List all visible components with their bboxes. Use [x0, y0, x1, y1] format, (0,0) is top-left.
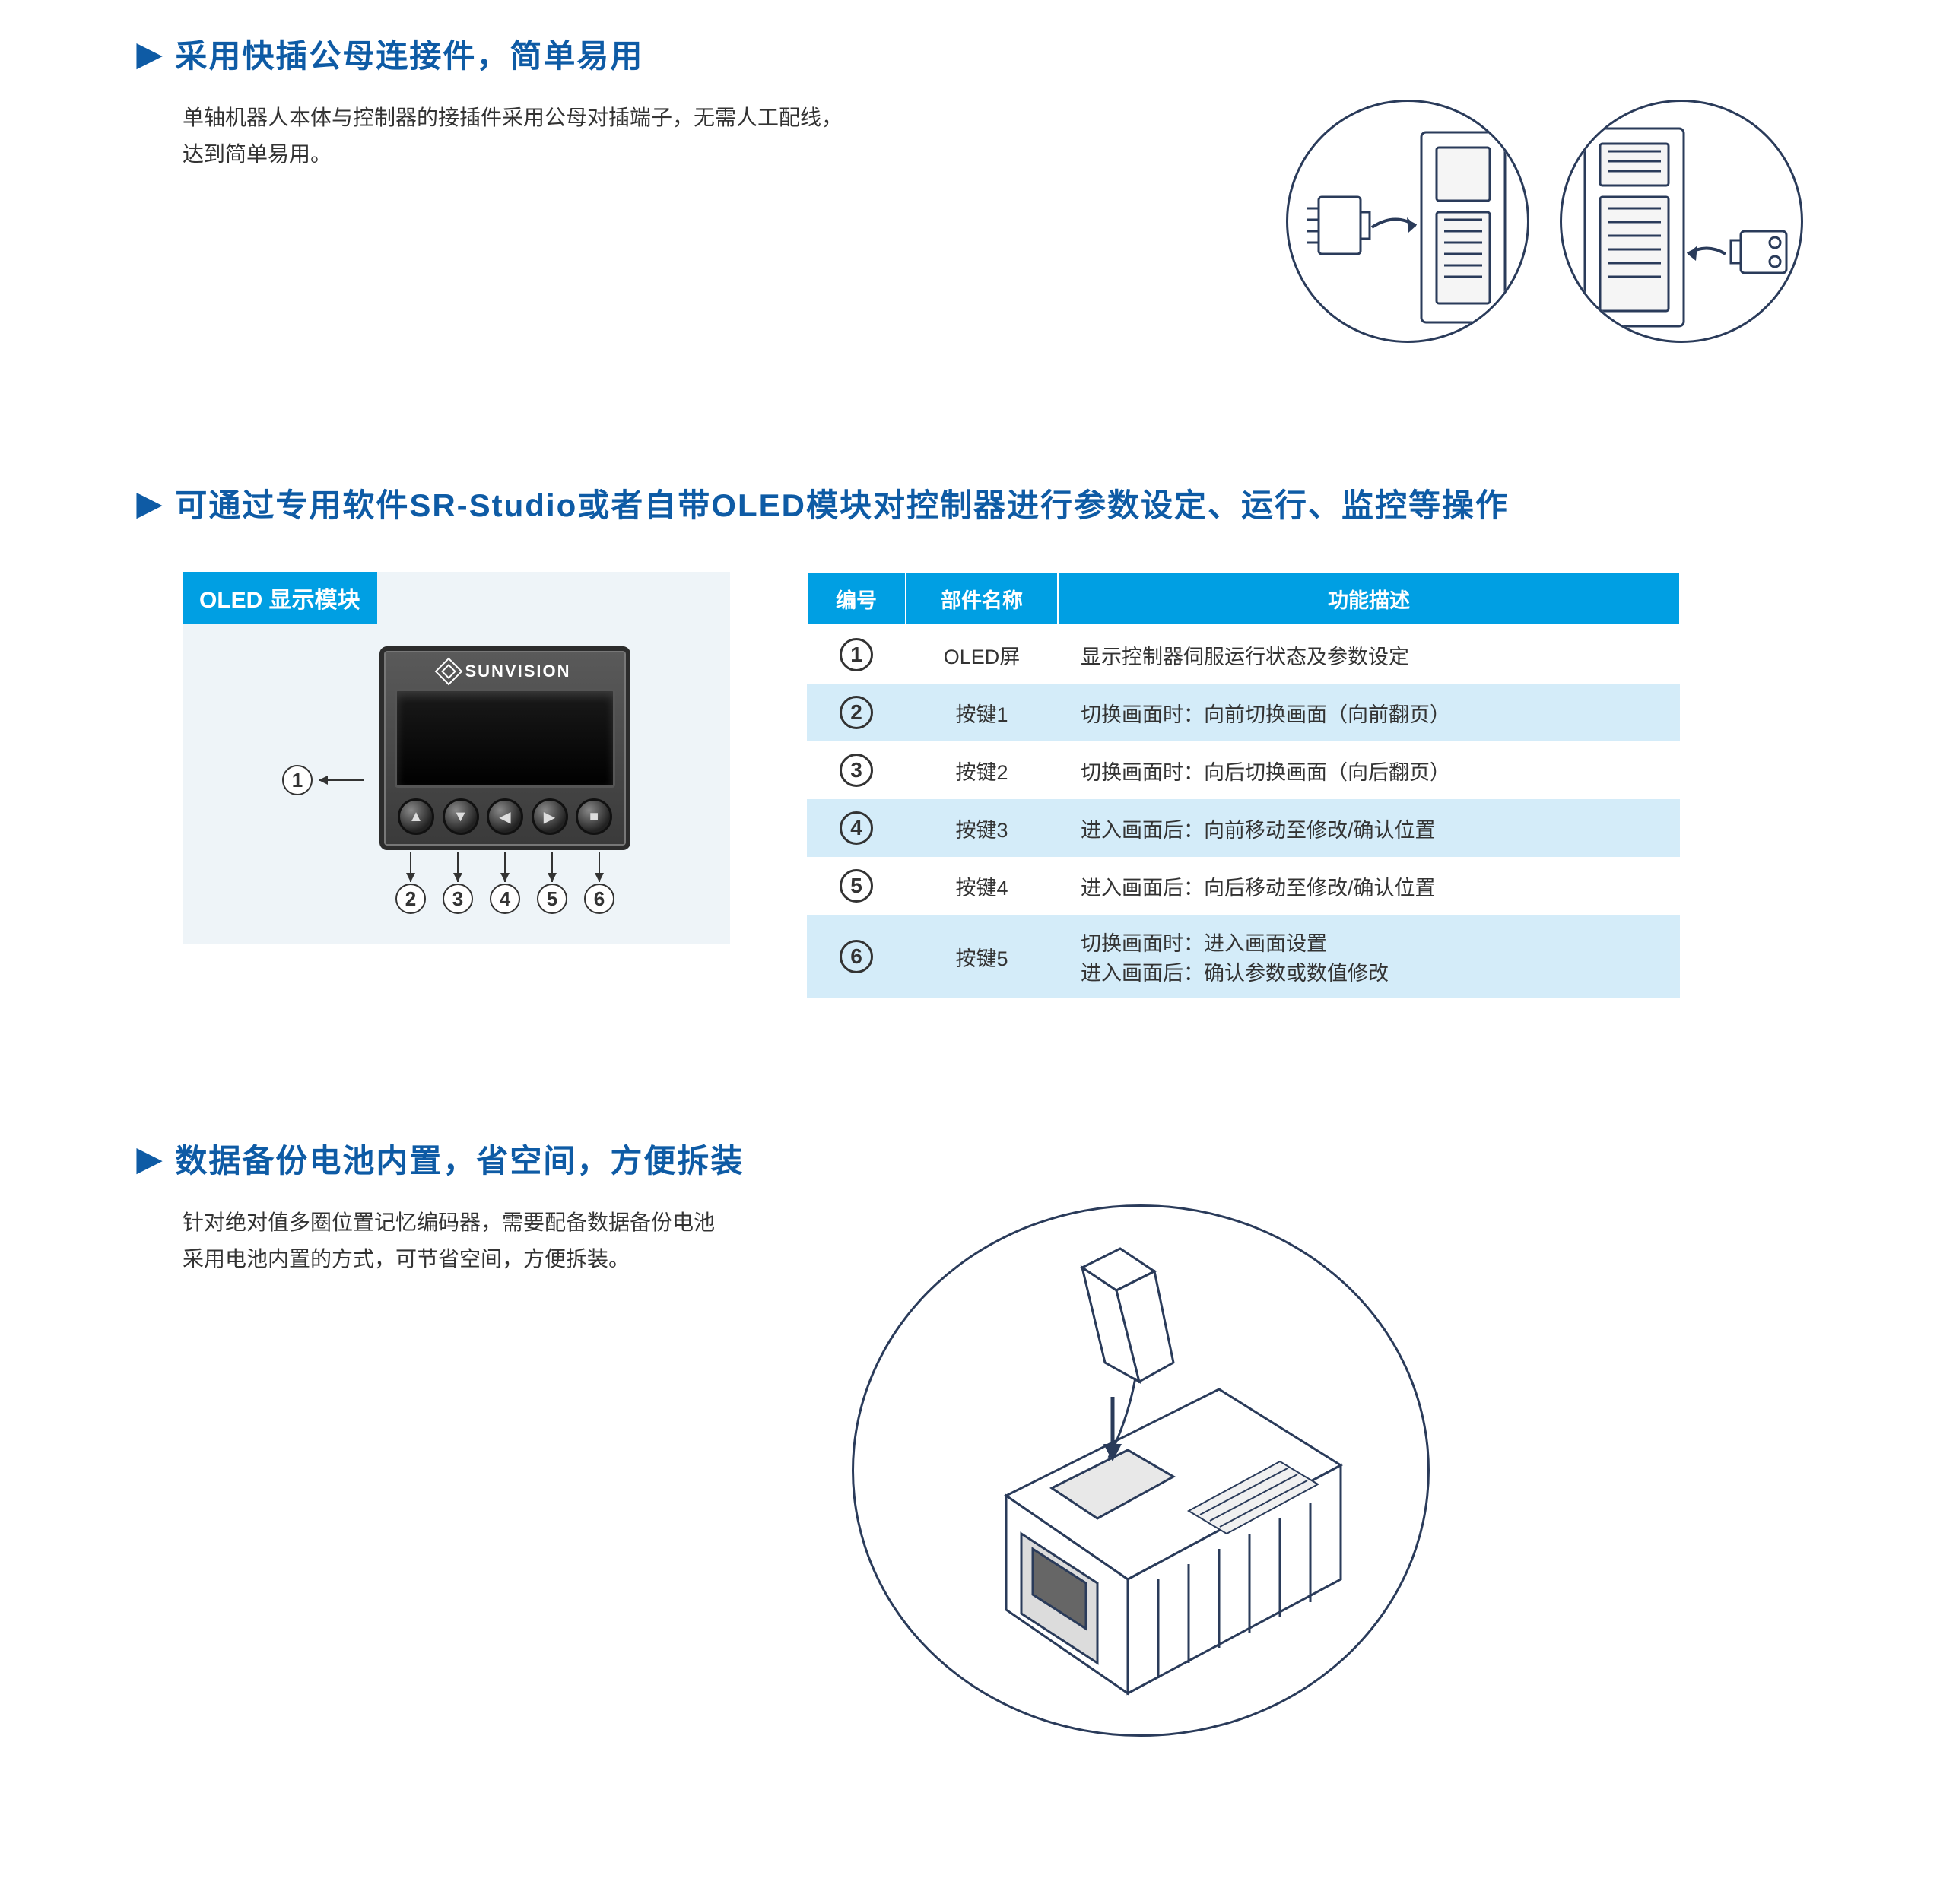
- device-column: SUNVISION ▲ ▼ ◀ ▶ ■ 2 3: [379, 646, 630, 914]
- cell-name: 按键4: [906, 857, 1058, 915]
- callout-number: 1: [282, 765, 313, 795]
- device-buttons-row: ▲ ▼ ◀ ▶ ■: [395, 798, 615, 835]
- text-line: 针对绝对值多圈位置记忆编码器，需要配备数据备份电池: [183, 1211, 715, 1234]
- cell-name: 按键5: [906, 915, 1058, 998]
- oled-panel-label: OLED 显示模块: [183, 572, 377, 624]
- section-connectors: ▶ 采用快插公母连接件，简单易用 单轴机器人本体与控制器的接插件采用公母对插端子…: [137, 30, 1803, 343]
- device-button: ▼: [443, 798, 479, 835]
- arrow-icon: [319, 779, 364, 781]
- section-header: ▶ 采用快插公母连接件，简单易用: [137, 30, 1803, 77]
- cell-desc: 切换画面时：进入画面设置进入画面后：确认参数或数值修改: [1058, 915, 1680, 998]
- text-line: 达到简单易用。: [183, 142, 332, 166]
- table-col-header: 功能描述: [1058, 573, 1680, 625]
- section-title: 数据备份电池内置，省空间，方便拆装: [175, 1135, 744, 1182]
- callout: 2: [392, 888, 429, 914]
- circled-number: 4: [840, 811, 873, 845]
- battery-illustration: [852, 1204, 1430, 1737]
- section-text: 单轴机器人本体与控制器的接插件采用公母对插端子，无需人工配线， 达到简单易用。: [183, 100, 843, 172]
- bullet-icon: ▶: [137, 35, 161, 72]
- arrow-down-icon: [504, 852, 506, 882]
- section-battery: ▶ 数据备份电池内置，省空间，方便拆装 针对绝对值多圈位置记忆编码器，需要配备数…: [137, 1135, 1803, 1737]
- cell-name: 按键3: [906, 799, 1058, 857]
- table-row: 3 按键2切换画面时：向后切换画面（向后翻页）: [807, 741, 1680, 799]
- oled-table: 编号 部件名称 功能描述 1OLED屏显示控制器伺服运行状态及参数设定2按键1切…: [806, 572, 1681, 998]
- brand-text: SUNVISION: [465, 662, 570, 681]
- cell-desc: 显示控制器伺服运行状态及参数设定: [1058, 625, 1680, 684]
- cell-desc: 进入画面后：向后移动至修改/确认位置: [1058, 857, 1680, 915]
- device-button: ▶: [532, 798, 568, 835]
- connector-illustration-right: [1560, 100, 1803, 343]
- text-line: 单轴机器人本体与控制器的接插件采用公母对插端子，无需人工配线，: [183, 106, 843, 129]
- arrow-down-icon: [410, 852, 411, 882]
- table-row: 2 按键1切换画面时：向前切换画面（向前翻页）: [807, 684, 1680, 741]
- table-row: 4 按键3进入画面后：向前移动至修改/确认位置: [807, 799, 1680, 857]
- cell-num: 3: [807, 741, 906, 799]
- circled-number: 5: [840, 869, 873, 903]
- cell-num: 4: [807, 799, 906, 857]
- cell-num: 1: [807, 625, 906, 684]
- brand-logo-icon: [435, 658, 463, 686]
- callout-number: 6: [584, 884, 614, 914]
- circled-number: 2: [840, 696, 873, 729]
- callout: 4: [487, 888, 523, 914]
- cell-num: 2: [807, 684, 906, 741]
- section-oled: ▶ 可通过专用软件SR-Studio或者自带OLED模块对控制器进行参数设定、运…: [137, 480, 1803, 998]
- callout-number: 4: [490, 884, 520, 914]
- table-body: 1 OLED屏显示控制器伺服运行状态及参数设定 2 按键1切换画面时：向前切换画面（向…: [807, 625, 1680, 998]
- cell-name: OLED屏: [906, 625, 1058, 684]
- callout: 5: [534, 888, 570, 914]
- cell-desc: 进入画面后：向前移动至修改/确认位置: [1058, 799, 1680, 857]
- callout-left: 1: [282, 765, 364, 795]
- cell-name: 按键2: [906, 741, 1058, 799]
- arrow-down-icon: [551, 852, 553, 882]
- device-button: ▲: [398, 798, 434, 835]
- oled-device-wrap: 1 SUNVISION ▲ ▼ ◀ ▶: [183, 624, 730, 922]
- device-button: ◀: [487, 798, 523, 835]
- cell-desc: 切换画面时：向前切换画面（向前翻页）: [1058, 684, 1680, 741]
- cell-num: 5: [807, 857, 906, 915]
- button-callouts: 2 3 4 5 6: [379, 888, 630, 914]
- circled-number: 3: [840, 754, 873, 787]
- section-text: 针对绝对值多圈位置记忆编码器，需要配备数据备份电池 采用电池内置的方式，可节省空…: [183, 1204, 715, 1277]
- table-row: 1 OLED屏显示控制器伺服运行状态及参数设定: [807, 625, 1680, 684]
- callout: 3: [440, 888, 476, 914]
- text-line: 采用电池内置的方式，可节省空间，方便拆装。: [183, 1247, 630, 1271]
- cell-num: 6: [807, 915, 906, 998]
- callout: 6: [581, 888, 618, 914]
- table-col-header: 部件名称: [906, 573, 1058, 625]
- illustration-row: [1286, 100, 1803, 343]
- section-header: ▶ 数据备份电池内置，省空间，方便拆装: [137, 1135, 1803, 1182]
- device-brand: SUNVISION: [395, 662, 615, 681]
- callout-number: 5: [537, 884, 567, 914]
- oled-device: SUNVISION ▲ ▼ ◀ ▶ ■: [379, 646, 630, 850]
- section-title: 采用快插公母连接件，简单易用: [175, 30, 643, 77]
- bullet-icon: ▶: [137, 484, 161, 522]
- section-body: 单轴机器人本体与控制器的接插件采用公母对插端子，无需人工配线， 达到简单易用。: [137, 100, 1803, 343]
- table-header: 编号 部件名称 功能描述: [807, 573, 1680, 625]
- oled-panel: OLED 显示模块 1 SUNVISION ▲ ▼: [183, 572, 730, 944]
- bullet-icon: ▶: [137, 1140, 161, 1177]
- connector-illustration-left: [1286, 100, 1529, 343]
- callout-number: 3: [443, 884, 473, 914]
- table-row: 5 按键4进入画面后：向后移动至修改/确认位置: [807, 857, 1680, 915]
- table-row: 6 按键5切换画面时：进入画面设置进入画面后：确认参数或数值修改: [807, 915, 1680, 998]
- circled-number: 1: [840, 638, 873, 671]
- arrow-down-icon: [599, 852, 600, 882]
- arrow-down-icon: [457, 852, 459, 882]
- section-header: ▶ 可通过专用软件SR-Studio或者自带OLED模块对控制器进行参数设定、运…: [137, 480, 1803, 526]
- cell-desc: 切换画面时：向后切换画面（向后翻页）: [1058, 741, 1680, 799]
- section-body: 针对绝对值多圈位置记忆编码器，需要配备数据备份电池 采用电池内置的方式，可节省空…: [137, 1204, 1803, 1737]
- device-button: ■: [576, 798, 612, 835]
- table-col-header: 编号: [807, 573, 906, 625]
- oled-row: OLED 显示模块 1 SUNVISION ▲ ▼: [137, 572, 1803, 998]
- cell-name: 按键1: [906, 684, 1058, 741]
- circled-number: 6: [840, 940, 873, 973]
- callout-number: 2: [395, 884, 426, 914]
- device-screen: [395, 689, 615, 788]
- section-title: 可通过专用软件SR-Studio或者自带OLED模块对控制器进行参数设定、运行、…: [175, 480, 1509, 526]
